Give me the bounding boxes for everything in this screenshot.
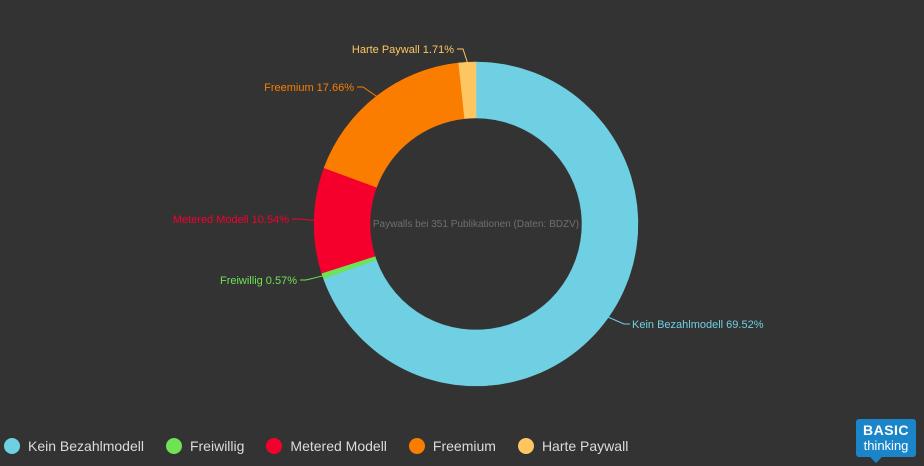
data-label-kein-bezahlmodell: Kein Bezahlmodell 69.52%	[632, 319, 764, 331]
legend-label: Freemium	[432, 438, 496, 454]
chart-center-text: Paywalls bei 351 Publikationen (Daten: B…	[373, 219, 579, 230]
chart-legend: Kein Bezahlmodell Freiwillig Metered Model…	[4, 436, 650, 456]
label-connector-freiwillig	[300, 275, 323, 281]
legend-label: Kein Bezahlmodell	[28, 438, 144, 454]
data-label-harte-paywall: Harte Paywall 1.71%	[352, 44, 454, 56]
legend-item-freiwillig[interactable]: Freiwillig	[165, 438, 245, 454]
legend-item-kein-bezahlmodell[interactable]: Kein Bezahlmodell	[4, 438, 144, 454]
donut-slice-kein-bezahlmodell[interactable]	[323, 61, 639, 387]
legend-item-freemium[interactable]: Freemium	[408, 438, 496, 454]
logo-text-bottom: thinking	[863, 438, 909, 453]
legend-label: Freiwillig	[189, 438, 245, 454]
legend-label: Metered Modell	[290, 438, 387, 454]
data-label-metered-modell: Metered Modell 10.54%	[173, 214, 289, 226]
legend-label: Harte Paywall	[541, 438, 629, 454]
data-label-freemium: Freemium 17.66%	[264, 82, 354, 94]
label-connector-harte-paywall	[457, 48, 468, 63]
legend-swatch	[165, 438, 182, 454]
legend-swatch	[266, 438, 283, 454]
logo-text-top: BASIC	[862, 422, 910, 438]
legend-item-harte-paywall[interactable]: Harte Paywall	[517, 438, 629, 454]
legend-item-metered-modell[interactable]: Metered Modell	[266, 438, 387, 454]
donut-slice-harte-paywall[interactable]	[458, 61, 477, 119]
logo-notch	[870, 457, 882, 463]
legend-swatch	[517, 438, 534, 454]
basic-thinking-logo[interactable]: BASIC thinking	[856, 419, 916, 463]
label-connector-kein-bezahlmodell	[608, 316, 630, 325]
label-connector-metered-modell	[292, 218, 315, 221]
data-label-freiwillig: Freiwillig 0.57%	[220, 275, 297, 287]
label-connector-freemium	[357, 86, 377, 97]
legend-swatch	[408, 438, 425, 454]
legend-swatch	[4, 438, 20, 454]
